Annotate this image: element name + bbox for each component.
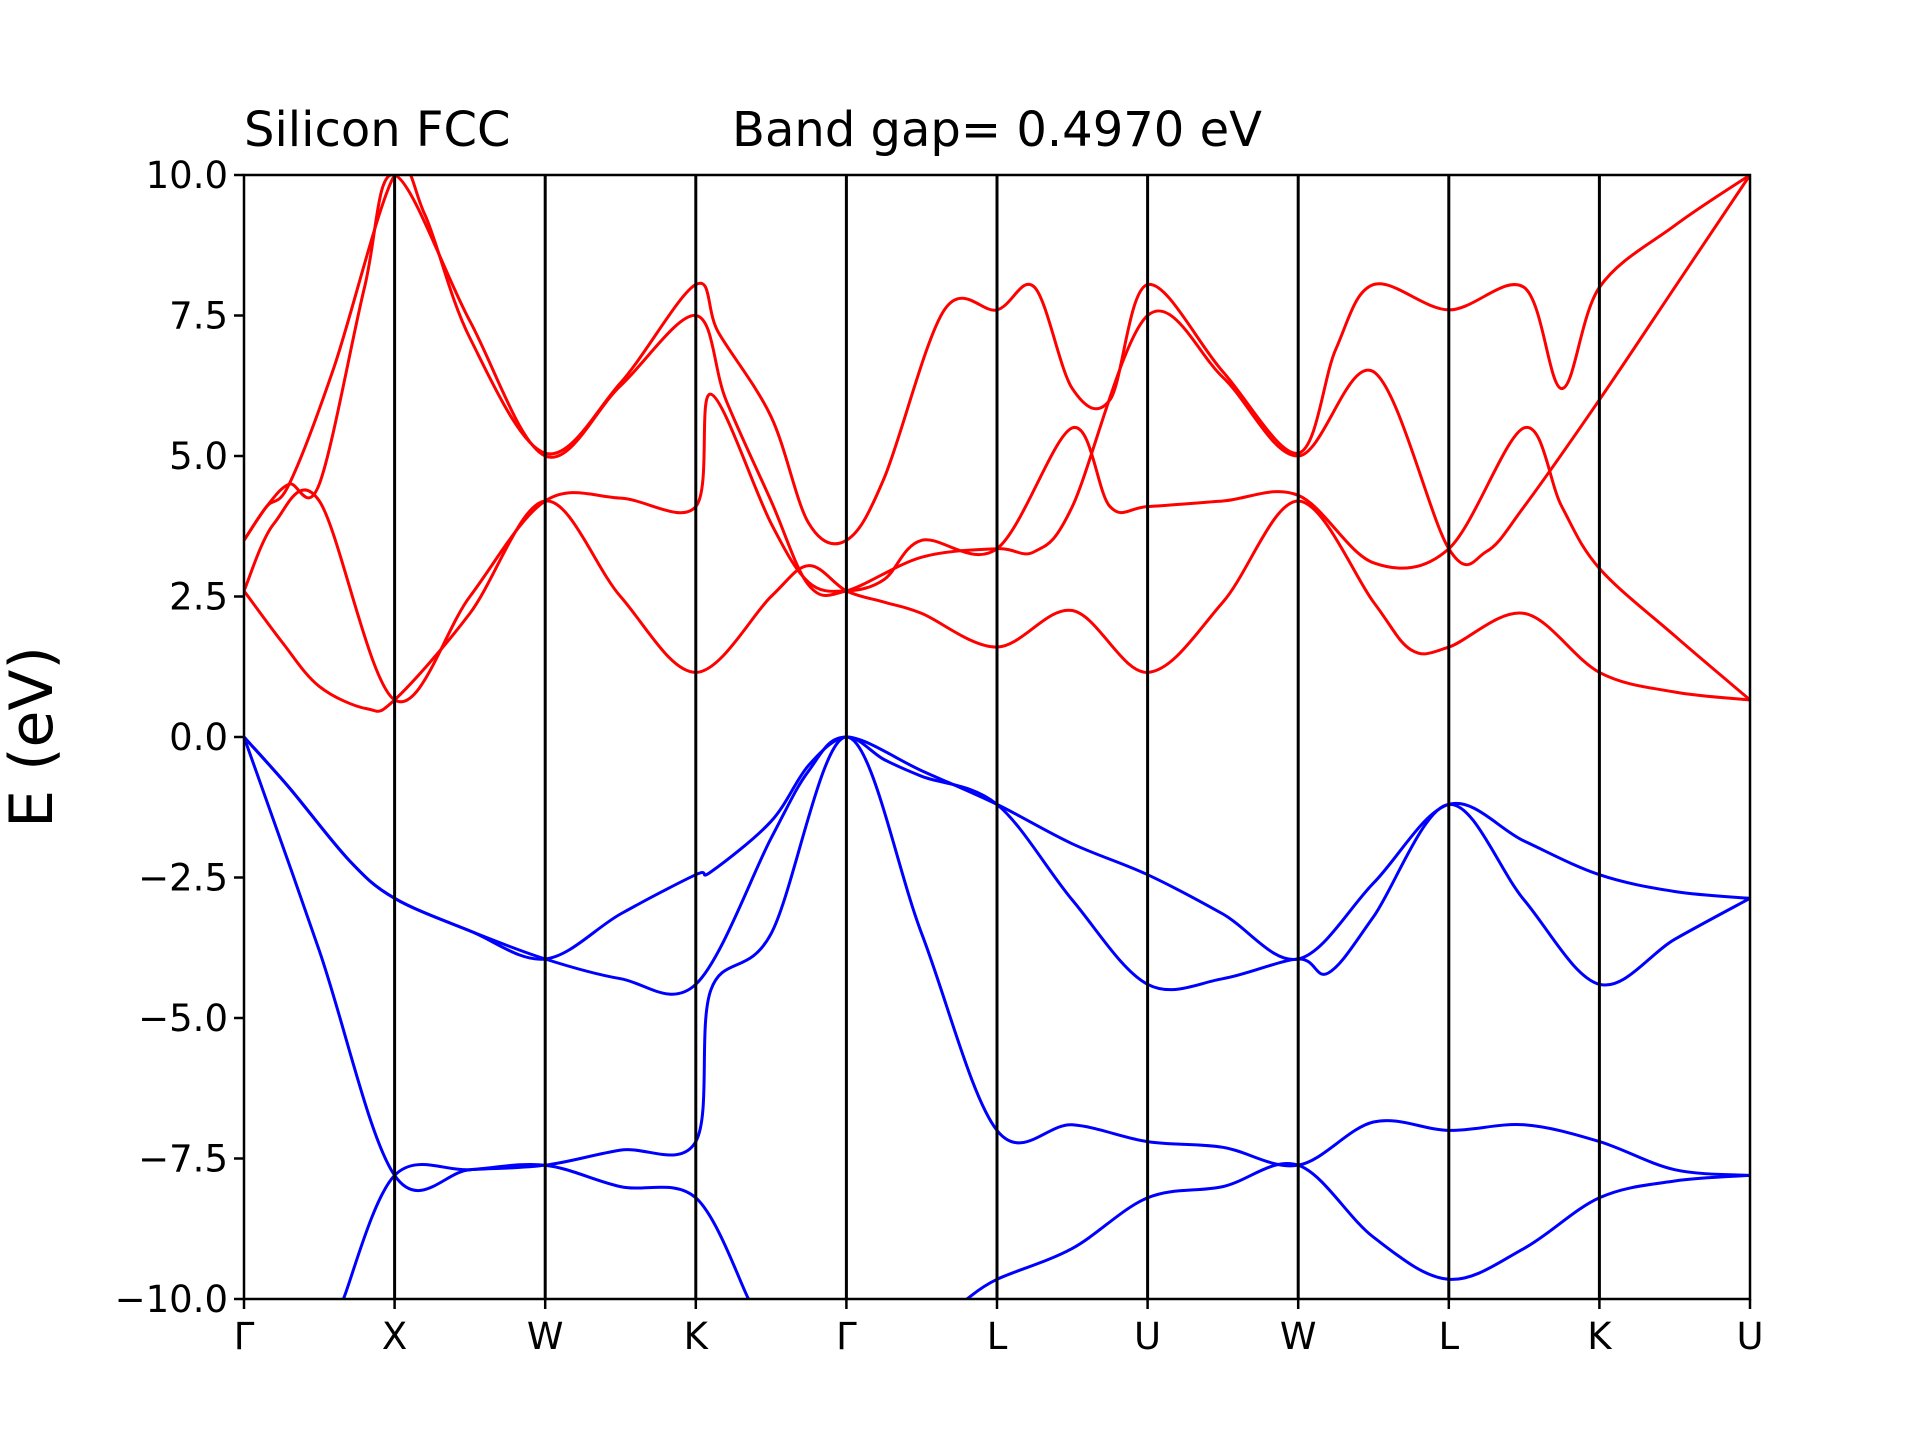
valence-band-4 — [966, 1162, 1750, 1299]
y-tick-label: −2.5 — [138, 857, 228, 900]
y-tick-label: 10.0 — [146, 154, 228, 197]
kpoint-divider-lines — [393, 175, 1601, 1299]
conduction-band-6 — [244, 392, 1750, 704]
chart-title-right: Band gap= 0.4970 eV — [732, 102, 1262, 158]
x-tick-label: L — [1438, 1315, 1459, 1358]
valence-band-2 — [244, 735, 1750, 1192]
x-tick-label: K — [1587, 1315, 1613, 1358]
conduction-band-7 — [244, 175, 1750, 597]
chart-title-left: Silicon FCC — [244, 102, 511, 158]
valence-band-1 — [244, 735, 1750, 992]
x-tick-label: L — [987, 1315, 1008, 1358]
conduction-band-5 — [244, 499, 1750, 713]
y-tick-label: 5.0 — [169, 435, 228, 478]
y-tick-label: 7.5 — [169, 295, 228, 338]
x-tick-label: Γ — [836, 1315, 857, 1358]
x-tick-label: U — [1134, 1315, 1161, 1358]
y-tick-label: 2.5 — [169, 576, 228, 619]
x-tick-label: W — [527, 1315, 564, 1358]
y-axis-label: E (eV) — [0, 646, 67, 828]
y-tick-label: −7.5 — [138, 1138, 228, 1181]
y-tick-label: −5.0 — [138, 997, 228, 1040]
x-tick-label: X — [382, 1315, 407, 1358]
x-tick-label: U — [1736, 1315, 1763, 1358]
x-tick-label: W — [1280, 1315, 1317, 1358]
y-tick-label: 0.0 — [169, 716, 228, 759]
y-tick-label: −10.0 — [115, 1278, 228, 1321]
x-tick-label: Γ — [234, 1315, 255, 1358]
y-axis-ticks: 10.0 7.5 5.0 2.5 0.0 −2.5 −5.0 −7.5 −10.0 — [115, 154, 244, 1321]
x-tick-label: K — [684, 1315, 710, 1358]
